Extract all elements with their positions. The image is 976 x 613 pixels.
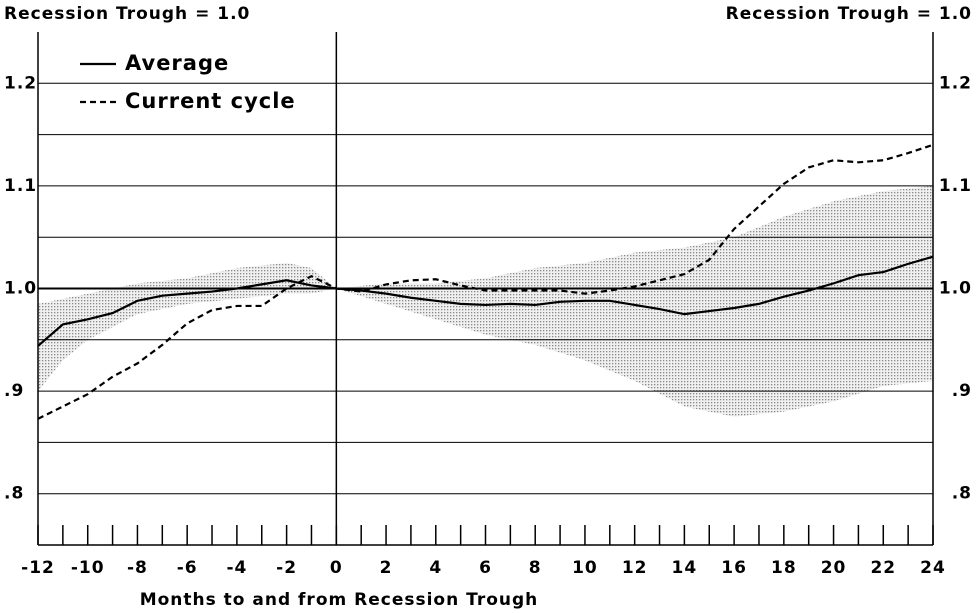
x-tick-label: 18 xyxy=(771,558,797,578)
y-tick-label: .9 xyxy=(4,381,24,401)
y2-tick-label: .9 xyxy=(952,381,972,401)
legend-label: Current cycle xyxy=(125,89,296,113)
x-tick-label: 14 xyxy=(672,558,698,578)
y-tick-label: 1.1 xyxy=(4,176,37,196)
y2-tick-label: .8 xyxy=(952,484,972,504)
y-tick-label: 1.2 xyxy=(4,73,37,93)
x-tick-label: -12 xyxy=(21,558,55,578)
x-tick-label: 22 xyxy=(870,558,896,578)
x-tick-label: -4 xyxy=(226,558,247,578)
y-tick-label: .8 xyxy=(4,484,24,504)
series-line xyxy=(37,255,934,347)
left-axis-label: Recession Trough = 1.0 xyxy=(4,4,250,24)
x-tick-label: 24 xyxy=(920,558,946,578)
series-line xyxy=(37,143,934,420)
x-tick-label: 12 xyxy=(622,558,648,578)
x-tick-label: -2 xyxy=(276,558,297,578)
y2-tick-label: 1.0 xyxy=(939,279,972,299)
x-tick-label: 16 xyxy=(721,558,747,578)
x-tick-label: 0 xyxy=(330,558,343,578)
range-band xyxy=(38,185,933,417)
right-axis-label: Recession Trough = 1.0 xyxy=(726,4,972,24)
x-tick-label: -10 xyxy=(71,558,105,578)
y-tick-label: 1.0 xyxy=(4,279,37,299)
y2-tick-label: 1.2 xyxy=(939,73,972,93)
x-tick-label: 6 xyxy=(479,558,492,578)
x-tick-label: 20 xyxy=(821,558,847,578)
x-tick-label: 4 xyxy=(429,558,442,578)
x-tick-label: 2 xyxy=(380,558,393,578)
x-tick-label: 8 xyxy=(529,558,542,578)
x-tick-label: 10 xyxy=(572,558,598,578)
x-tick-label: -6 xyxy=(177,558,198,578)
x-axis-label: Months to and from Recession Trough xyxy=(140,590,539,610)
y2-tick-label: 1.1 xyxy=(939,176,972,196)
x-tick-label: -8 xyxy=(127,558,148,578)
legend-label: Average xyxy=(125,51,229,75)
